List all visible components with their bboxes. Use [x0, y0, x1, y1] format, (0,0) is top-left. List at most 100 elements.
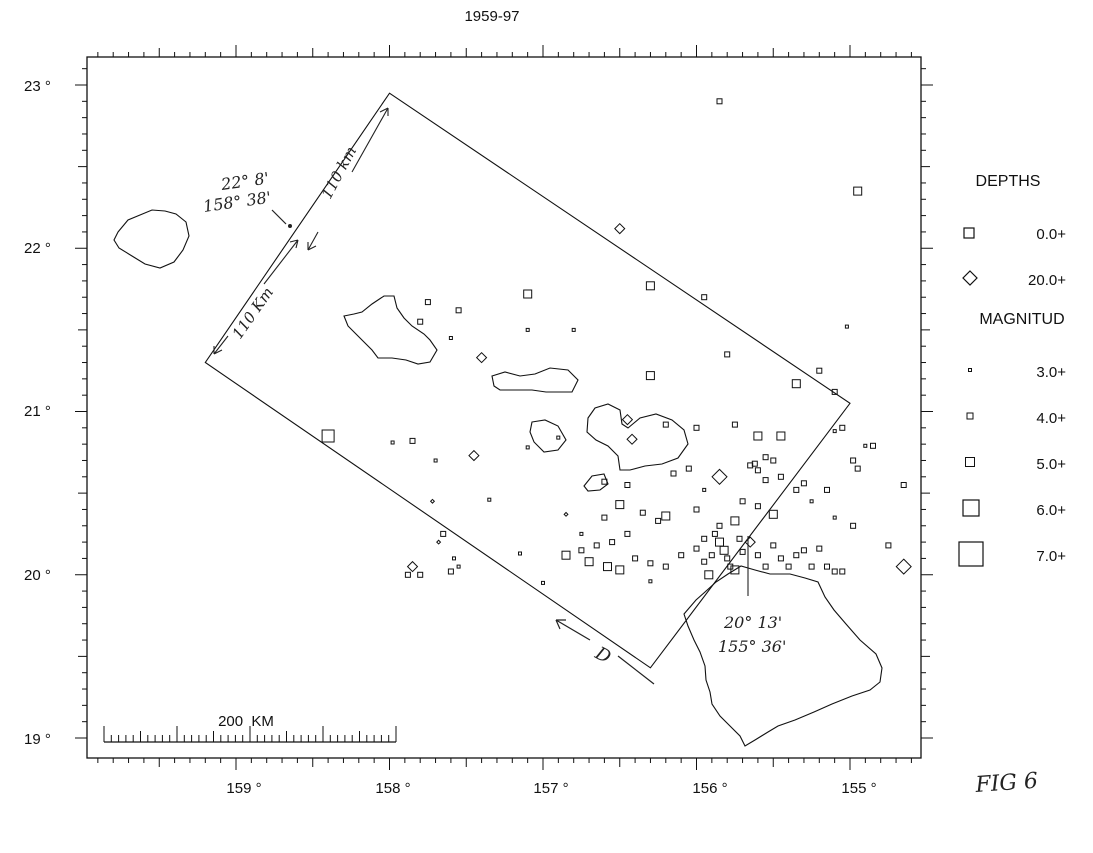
event-marker-69: [609, 539, 616, 546]
event-marker-40: [626, 433, 638, 445]
lat-label-22: 22 °: [24, 240, 51, 257]
event-marker-93: [793, 552, 800, 559]
event-marker-59: [768, 509, 778, 519]
event-marker-111: [850, 457, 857, 464]
event-marker-95: [808, 563, 815, 570]
event-marker-11: [571, 327, 576, 332]
event-marker-115: [793, 486, 800, 493]
legend-depth-label-0: 0.0+: [1036, 226, 1066, 243]
event-marker-21: [409, 437, 416, 444]
event-marker-32: [452, 556, 456, 561]
square-icon: [963, 227, 975, 239]
legend-magnitude-title: MAGNITUD: [979, 311, 1064, 328]
event-marker-92: [785, 563, 792, 570]
lon-label-156: 156 °: [692, 780, 727, 797]
event-marker-106: [702, 487, 707, 492]
event-marker-27: [406, 560, 419, 573]
scale-bar-ticks: [103, 726, 397, 742]
event-marker-26: [436, 539, 442, 545]
event-marker-3: [645, 281, 655, 291]
event-marker-20: [468, 449, 480, 462]
magnitude-6-icon: [962, 499, 980, 517]
event-marker-114: [832, 429, 837, 434]
event-marker-9: [448, 336, 453, 340]
legend: DEPTHS 0.0+ 20.0+ MAGNITUD 3.0+ 4.0+ 5.0…: [958, 173, 1066, 567]
lon-label-159: 159 °: [226, 780, 261, 797]
event-marker-7: [455, 307, 462, 314]
event-marker-10: [525, 327, 530, 332]
legend-magnitude-label-1: 4.0+: [1036, 410, 1066, 427]
event-marker-42: [693, 424, 700, 431]
event-marker-31: [456, 564, 461, 569]
event-marker-34: [525, 445, 530, 450]
event-marker-17: [831, 388, 838, 395]
event-marker-121: [863, 443, 868, 448]
event-marker-51: [711, 468, 728, 485]
legend-magnitude-label-3: 6.0+: [1036, 502, 1066, 519]
event-marker-65: [639, 509, 646, 516]
annotation-corner-lon: 158° 38': [202, 188, 272, 216]
scale-bar: [103, 726, 397, 743]
legend-magnitude-label-2: 5.0+: [1036, 456, 1066, 473]
event-marker-2: [614, 222, 626, 235]
earthquake-events: [321, 98, 912, 585]
event-marker-117: [885, 542, 892, 549]
event-marker-43: [731, 421, 738, 428]
event-marker-113: [839, 424, 846, 431]
event-marker-0: [716, 98, 723, 105]
event-marker-8: [417, 318, 424, 325]
event-marker-28: [404, 571, 411, 578]
arrow-side-a-lower: [307, 231, 319, 251]
map-frame: [86, 56, 922, 759]
event-marker-49: [751, 460, 758, 467]
event-marker-66: [615, 500, 625, 510]
event-marker-70: [593, 542, 600, 549]
event-marker-108: [832, 515, 837, 520]
event-marker-25: [440, 530, 447, 537]
event-marker-105: [624, 482, 631, 488]
event-marker-22: [390, 440, 395, 445]
island-kahoolawe: [583, 473, 609, 492]
event-marker-50: [754, 467, 761, 474]
event-marker-109: [850, 522, 857, 529]
event-marker-36: [563, 511, 569, 517]
event-marker-14: [645, 371, 655, 381]
event-marker-73: [584, 557, 594, 567]
event-marker-83: [715, 537, 724, 547]
diamond-icon: [962, 270, 978, 286]
event-marker-119: [839, 568, 846, 575]
island-lanai: [529, 419, 567, 453]
event-marker-80: [693, 545, 700, 552]
event-marker-100: [719, 545, 729, 555]
event-marker-72: [561, 550, 571, 560]
event-marker-62: [693, 506, 700, 513]
legend-depth-label-1: 20.0+: [1028, 272, 1066, 289]
arrow-side-b-upper: [263, 239, 299, 285]
event-marker-76: [632, 555, 639, 562]
arrow-side-b-lower: [213, 335, 229, 355]
event-marker-97: [824, 563, 830, 570]
event-marker-110: [854, 465, 861, 472]
direction-arrow: [555, 619, 655, 685]
annotation-side-a: 110 km: [318, 143, 361, 202]
event-marker-118: [895, 558, 912, 575]
arrow-side-a-upper: [351, 107, 389, 173]
event-marker-29: [417, 571, 424, 578]
lon-label-155: 155 °: [841, 780, 876, 797]
event-marker-46: [762, 454, 769, 461]
event-marker-87: [744, 536, 756, 548]
event-marker-35: [556, 435, 561, 440]
magnitude-3-icon: [968, 368, 972, 372]
event-marker-55: [777, 473, 784, 480]
event-marker-124: [541, 580, 545, 585]
event-marker-123: [648, 579, 653, 584]
event-marker-94: [800, 547, 807, 554]
event-marker-38: [518, 551, 522, 556]
lat-label-23: 23 °: [24, 78, 51, 95]
event-marker-39: [621, 413, 634, 426]
event-marker-45: [776, 431, 786, 441]
event-marker-1: [853, 186, 863, 196]
annotation-corner-dot: [288, 224, 292, 228]
island-oahu: [343, 295, 438, 365]
legend-depths-title: DEPTHS: [976, 173, 1041, 190]
